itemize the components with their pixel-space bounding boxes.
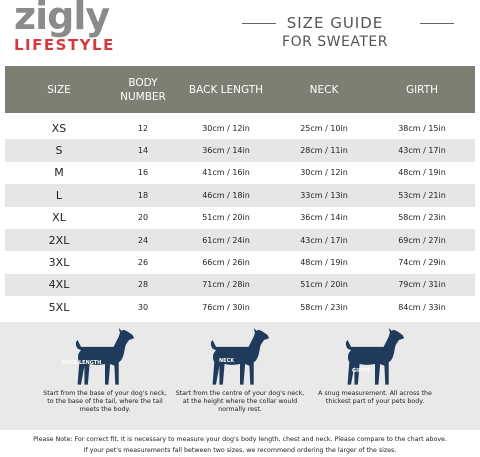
cell: 71cm / 28in — [202, 280, 250, 290]
guides: BACK LENGTH Start from the base of your d… — [0, 322, 480, 430]
column-header: NECK — [309, 83, 339, 96]
tagline: LIFESTYLE — [14, 36, 115, 54]
size-table: SIZE BODY NUMBER BACK LENGTH NECK GIRTH XS 12 3… — [5, 66, 475, 319]
cell: 12 — [137, 123, 149, 133]
cell: 28 — [137, 280, 149, 290]
cell: 2XL — [48, 233, 70, 247]
cell: 3XL — [48, 256, 70, 270]
column-header: BACK LENGTH — [188, 83, 264, 96]
table-row: 3XL 26 66cm / 26in 48cm / 19in 74cm / 29in — [5, 251, 475, 273]
cell: 53cm / 21in — [398, 190, 446, 200]
column-header: SIZE — [47, 83, 71, 96]
caption: A snug measurement. All across the thick… — [318, 390, 432, 405]
cell: 58cm / 23in — [398, 213, 446, 223]
cell: 25cm / 10in — [300, 123, 348, 133]
column-header: GIRTH — [405, 83, 439, 96]
rule — [242, 23, 276, 24]
cell: 28cm / 11in — [300, 146, 348, 156]
dog-label: GIRTH — [352, 368, 370, 374]
table-row: S 14 36cm / 14in 28cm / 11in 43cm / 17in — [5, 139, 475, 162]
cell: 14 — [137, 146, 149, 156]
table-row: 4XL 28 71cm / 28in 51cm / 20in 79cm / 31in — [5, 273, 475, 297]
cell: 26 — [137, 258, 149, 268]
guide: NECK Start from the centre of your dog's … — [175, 328, 305, 414]
table-row: 5XL 30 76cm / 30in 58cm / 23in 84cm / 33in — [5, 296, 475, 318]
dog-icon — [75, 328, 135, 385]
cell: 51cm / 20in — [300, 280, 348, 290]
header-row: SIZE BODY NUMBER BACK LENGTH NECK GIRTH — [5, 66, 475, 113]
guide: BACK LENGTH Start from the base of your d… — [40, 328, 170, 414]
dog-icon — [345, 328, 405, 385]
dog-label: BACK LENGTH — [62, 360, 102, 366]
cell: 5XL — [48, 300, 70, 314]
cell: 30cm / 12in — [202, 123, 250, 133]
cell: 36cm / 14in — [300, 213, 348, 223]
cell: L — [55, 188, 63, 202]
cell: 43cm / 17in — [398, 146, 446, 156]
cell: 66cm / 26in — [202, 258, 250, 268]
cell: 46cm / 18in — [202, 190, 250, 200]
cell: 74cm / 29in — [398, 258, 446, 268]
cell: 41cm / 16in — [202, 168, 250, 178]
title: SIZE GUIDE — [286, 14, 384, 32]
table-row: XS 12 30cm / 12in 25cm / 10in 38cm / 15in — [5, 117, 475, 139]
caption: Start from the centre of your dog's neck… — [175, 390, 305, 413]
cell: 48cm / 19in — [398, 168, 446, 178]
cell: 79cm / 31in — [398, 280, 446, 290]
cell: 43cm / 17in — [300, 235, 348, 245]
cell: 33cm / 13in — [300, 190, 348, 200]
cell: XS — [51, 121, 67, 135]
cell: 51cm / 20in — [202, 213, 250, 223]
logo: zigly — [14, 0, 110, 38]
dog-icon — [210, 328, 270, 385]
cell: 18 — [137, 190, 149, 200]
cell: 36cm / 14in — [202, 146, 250, 156]
cell: M — [54, 166, 64, 180]
table-row: M 16 41cm / 16in 30cm / 12in 48cm / 19in — [5, 162, 475, 184]
table-row: 2XL 24 61cm / 24in 43cm / 17in 69cm / 27in — [5, 228, 475, 252]
note: Please Note: For correct fit, It is nece… — [33, 436, 447, 443]
cell: 30cm / 12in — [300, 168, 348, 178]
cell: 69cm / 27in — [398, 235, 446, 245]
dog-label: NECK — [219, 358, 235, 364]
cell: 58cm / 23in — [300, 302, 348, 312]
rule — [420, 23, 454, 24]
caption: Start from the base of your dog's neck, … — [43, 390, 167, 413]
cell: S — [55, 144, 63, 158]
table-row: XL 20 51cm / 20in 36cm / 14in 58cm / 23in — [5, 207, 475, 229]
cell: XL — [52, 211, 66, 225]
cell: 48cm / 19in — [300, 258, 348, 268]
guide: GIRTH A snug measurement. All across the … — [310, 328, 440, 406]
cell: 84cm / 33in — [398, 302, 446, 312]
cell: 4XL — [48, 278, 70, 292]
subtitle: FOR SWEATER — [282, 34, 388, 50]
cell: 38cm / 15in — [398, 123, 446, 133]
cell: 61cm / 24in — [202, 235, 250, 245]
cell: 30 — [137, 302, 149, 312]
column-header: BODY NUMBER — [120, 76, 166, 103]
cell: 16 — [137, 168, 149, 178]
note: If your pet's measurements fall between … — [83, 447, 397, 454]
cell: 20 — [137, 213, 149, 223]
table-row: L 18 46cm / 18in 33cm / 13in 53cm / 21in — [5, 184, 475, 207]
cell: 24 — [137, 235, 149, 245]
cell: 76cm / 30in — [202, 302, 250, 312]
